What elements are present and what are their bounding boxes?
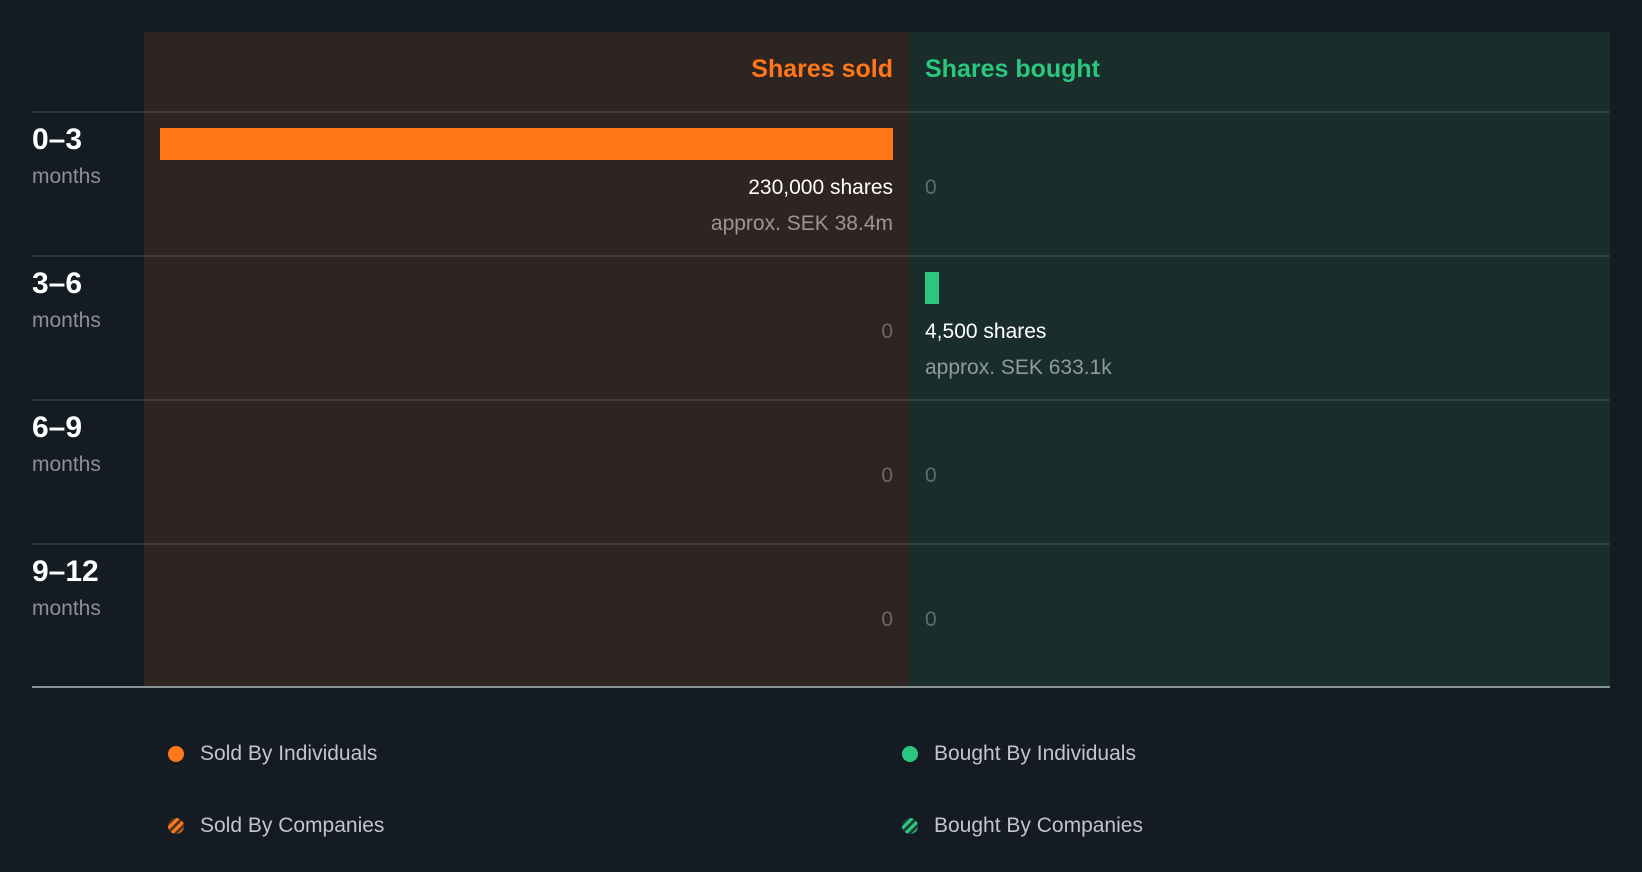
row-range: 9–12 [32, 555, 99, 588]
legend-sold-individuals[interactable]: Sold By Individuals [168, 742, 377, 766]
axis-baseline [32, 686, 1610, 688]
sold-approx-value: approx. SEK 38.4m [710, 212, 893, 235]
row-unit: months [32, 453, 101, 476]
row-unit: months [32, 309, 101, 332]
row-divider [32, 399, 1610, 401]
striped-green-dot-icon [902, 818, 918, 834]
shares-bought-panel [909, 32, 1610, 688]
bought-shares-value: 4,500 shares [925, 320, 1047, 343]
row-label-6-9: 6–9 months [32, 410, 101, 478]
sold-value: 0 [881, 608, 893, 631]
striped-orange-dot-icon [168, 818, 184, 834]
legend-label: Bought By Companies [934, 814, 1143, 837]
bar-bought-3-6[interactable] [925, 272, 939, 304]
bought-approx-value: approx. SEK 633.1k [925, 356, 1112, 379]
legend-label: Sold By Companies [200, 814, 385, 837]
sold-value: 0 [881, 320, 893, 343]
bought-value: 0 [925, 464, 937, 487]
row-range: 0–3 [32, 123, 83, 156]
sold-value: 0 [881, 464, 893, 487]
legend-label: Sold By Individuals [200, 742, 378, 765]
row-divider [32, 255, 1610, 257]
row-unit: months [32, 597, 101, 620]
shares-bought-header: Shares bought [925, 55, 1101, 83]
bought-value: 0 [925, 176, 937, 199]
row-range: 3–6 [32, 267, 83, 300]
row-range: 6–9 [32, 411, 83, 444]
legend-bought-individuals[interactable]: Bought By Individuals [902, 742, 1136, 766]
row-divider [32, 111, 1610, 113]
row-label-9-12: 9–12 months [32, 554, 101, 622]
sold-shares-value: 230,000 shares [748, 176, 893, 199]
row-divider [32, 543, 1610, 545]
row-unit: months [32, 165, 101, 188]
orange-dot-icon [168, 746, 184, 762]
green-dot-icon [902, 746, 918, 762]
bought-value: 0 [925, 608, 937, 631]
shares-sold-header: Shares sold [751, 55, 893, 83]
bar-sold-0-3[interactable] [160, 128, 893, 160]
legend-label: Bought By Individuals [934, 742, 1136, 765]
row-label-0-3: 0–3 months [32, 122, 101, 190]
legend-sold-companies[interactable]: Sold By Companies [168, 814, 384, 838]
row-label-3-6: 3–6 months [32, 266, 101, 334]
legend-bought-companies[interactable]: Bought By Companies [902, 814, 1143, 838]
